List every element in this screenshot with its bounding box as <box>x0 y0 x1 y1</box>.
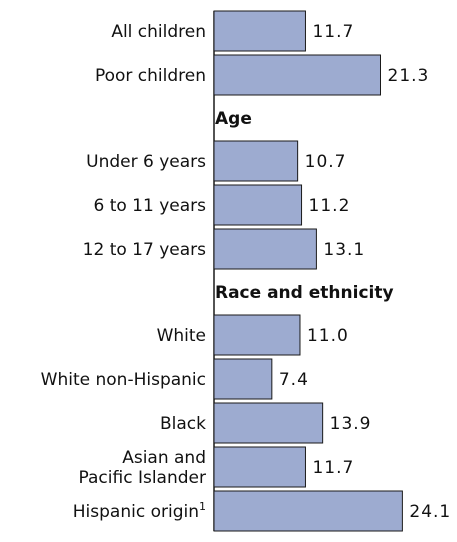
bar <box>213 446 306 488</box>
footnote-marker: 1 <box>199 500 206 513</box>
category-label: White <box>157 326 206 346</box>
bar-value-label: 24.1 <box>409 502 451 522</box>
bar-value-label: 21.3 <box>388 66 430 86</box>
bar-value-label: 11.7 <box>312 458 354 478</box>
bar-value-label: 11.7 <box>312 22 354 42</box>
category-label: Black <box>160 414 206 434</box>
category-label: All children <box>111 22 206 42</box>
bar-value-label: 7.4 <box>279 370 309 390</box>
bar <box>213 314 301 356</box>
bar <box>213 228 317 270</box>
category-label: Hispanic origin <box>73 502 199 522</box>
bar-value-label: 13.9 <box>330 414 372 434</box>
bar <box>213 184 303 226</box>
bar-value-label: 10.7 <box>305 152 347 172</box>
group-heading: Race and ethnicity <box>215 283 394 303</box>
bar <box>213 54 381 96</box>
bar <box>213 140 299 182</box>
bar-value-label: 11.2 <box>309 196 351 216</box>
category-label: Poor children <box>95 66 206 86</box>
category-label: Pacific Islander <box>79 468 206 488</box>
category-label: 12 to 17 years <box>83 240 206 260</box>
bar-value-label: 13.1 <box>323 240 365 260</box>
bar <box>213 358 273 400</box>
bar <box>213 10 306 52</box>
bar <box>213 402 324 444</box>
category-label: Under 6 years <box>86 152 206 172</box>
bar-value-label: 11.0 <box>307 326 349 346</box>
category-label: Asian and <box>122 448 206 468</box>
category-label: White non-Hispanic <box>41 370 206 390</box>
bar <box>213 490 403 532</box>
group-heading: Age <box>215 109 252 129</box>
category-label: 6 to 11 years <box>93 196 206 216</box>
